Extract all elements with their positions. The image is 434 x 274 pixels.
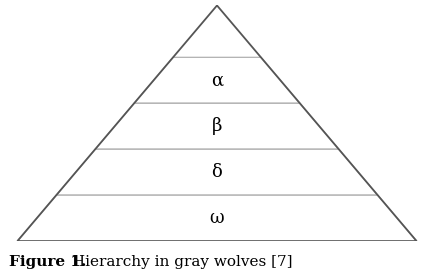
Polygon shape [17,195,417,241]
Text: β: β [212,117,222,135]
Text: ω: ω [210,209,224,227]
Text: Figure 1.: Figure 1. [9,255,86,269]
Text: δ: δ [212,163,222,181]
Polygon shape [134,57,300,103]
Polygon shape [95,103,339,149]
Text: Hierarchy in gray wolves [7]: Hierarchy in gray wolves [7] [67,255,293,269]
Polygon shape [56,149,378,195]
Text: α: α [211,71,223,89]
